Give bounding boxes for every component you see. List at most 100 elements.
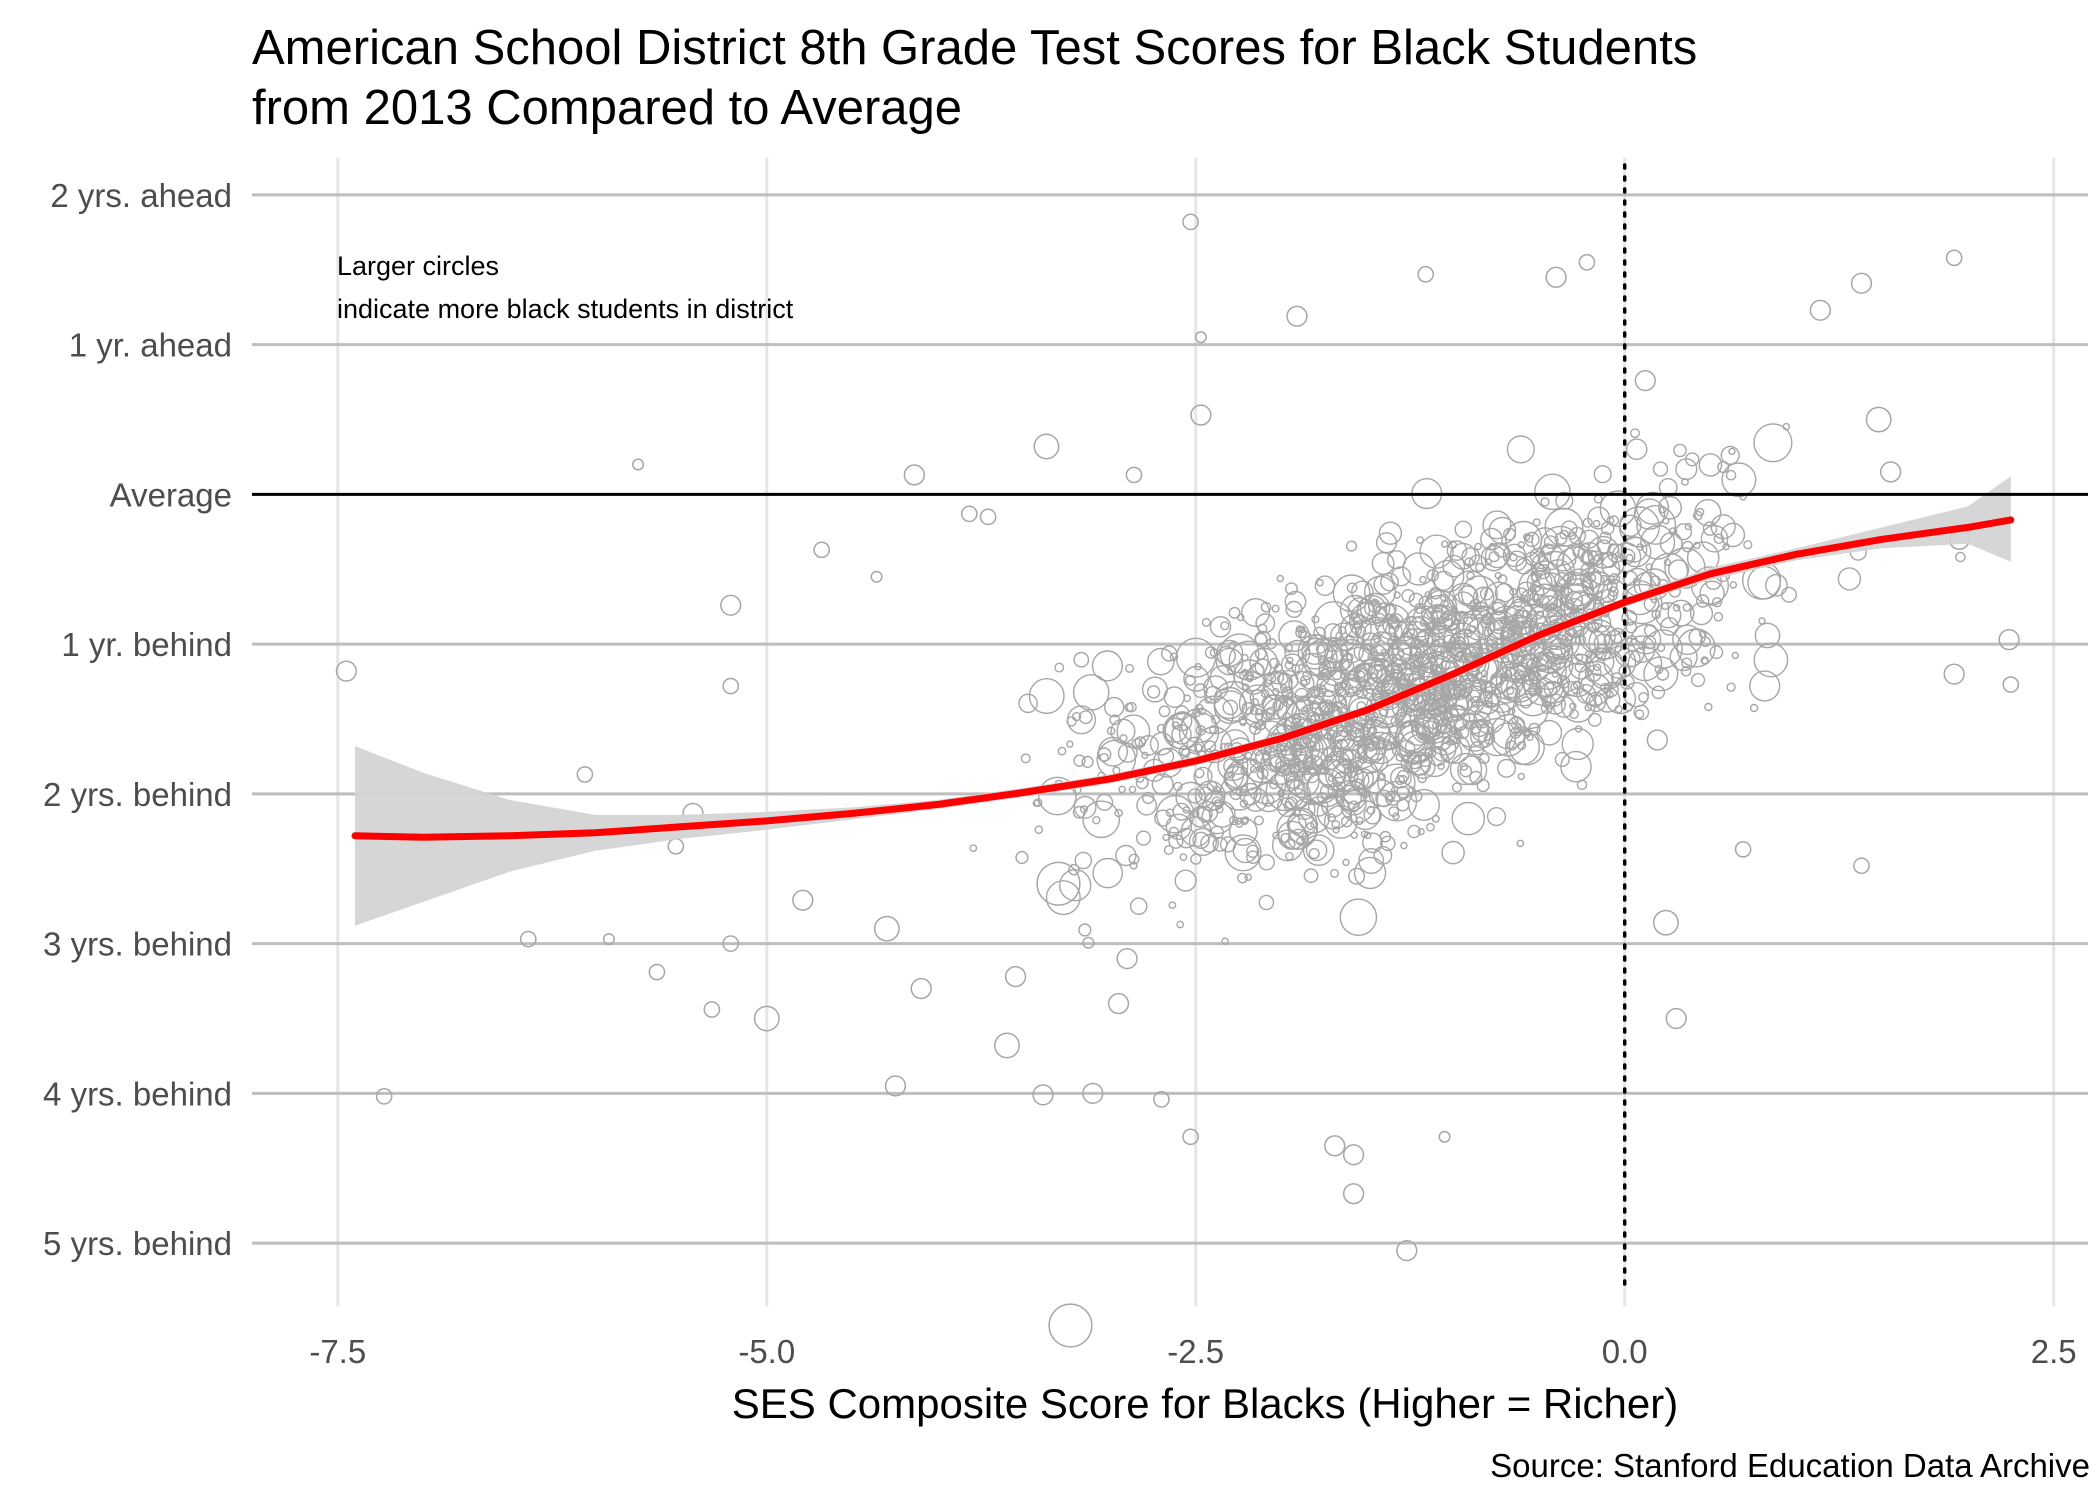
cloud-point — [1284, 699, 1326, 740]
cloud-point — [1106, 726, 1116, 736]
source-caption: Source: Stanford Education Data Archive — [1490, 1447, 2090, 1484]
cloud-point — [1367, 599, 1382, 613]
cloud-point — [1158, 705, 1171, 718]
data-point-18 — [903, 464, 925, 486]
cloud-point — [1179, 853, 1188, 861]
cloud-point — [1249, 706, 1259, 716]
cloud-point — [1353, 768, 1374, 790]
cloud-point — [1028, 678, 1065, 715]
cloud-point — [1556, 675, 1571, 689]
cloud-point — [1599, 531, 1612, 545]
cloud-point — [1380, 835, 1396, 852]
y-gridlines — [252, 193, 2088, 1245]
smooth-trend-line — [351, 516, 2015, 841]
cloud-point — [1486, 806, 1507, 827]
reference-lines — [252, 163, 2088, 1288]
chart-title-line-2: from 2013 Compared to Average — [252, 81, 963, 135]
cloud-point — [1527, 584, 1545, 602]
cloud-point — [1682, 603, 1692, 612]
cloud-point — [1186, 736, 1204, 755]
cloud-point — [1316, 578, 1324, 587]
cloud-point — [1293, 798, 1316, 820]
cloud-point — [1553, 584, 1562, 594]
cloud-point — [1374, 604, 1411, 641]
cloud-point — [1378, 521, 1403, 545]
cloud-point — [1261, 794, 1275, 807]
data-point-3 — [519, 930, 537, 948]
cloud-point — [1502, 543, 1527, 567]
cloud-point — [1219, 633, 1260, 674]
cloud-point — [1357, 657, 1395, 696]
cloud-point — [1497, 574, 1508, 585]
cloud-point — [1468, 721, 1482, 735]
cloud-point — [1416, 692, 1438, 713]
cloud-point — [1484, 690, 1494, 699]
cloud-point — [1228, 606, 1241, 619]
cloud-point — [1284, 582, 1298, 596]
cloud-point — [1162, 833, 1170, 842]
cloud-point — [1115, 844, 1137, 867]
cloud-point — [1477, 717, 1517, 757]
cloud-point — [1378, 708, 1388, 718]
cloud-point — [1457, 585, 1478, 605]
cloud-point — [1680, 666, 1692, 677]
cloud-point — [1572, 545, 1585, 559]
cloud-point — [1015, 850, 1029, 865]
cloud-point — [1709, 645, 1724, 660]
cloud-point — [1432, 639, 1440, 648]
cloud-point — [1315, 644, 1326, 654]
cloud-point — [1147, 647, 1175, 676]
cloud-point — [1335, 747, 1354, 766]
cloud-point — [1446, 738, 1454, 746]
cloud-point — [1380, 572, 1399, 592]
cloud-point — [1681, 540, 1694, 553]
cloud-point — [1034, 825, 1044, 835]
cloud-point — [1569, 709, 1579, 719]
cloud-point — [1249, 647, 1278, 677]
cloud-point — [1045, 880, 1081, 916]
cloud-point — [1229, 787, 1242, 801]
cloud-point — [1250, 698, 1260, 707]
data-point-59 — [1116, 947, 1138, 970]
cloud-point — [1316, 795, 1351, 830]
cloud-point — [1472, 586, 1495, 609]
cloud-point — [1476, 778, 1490, 793]
cloud-point — [1340, 669, 1351, 681]
cloud-point — [1249, 765, 1258, 774]
cloud-point — [1258, 894, 1275, 911]
confidence-ribbon — [355, 476, 2011, 926]
data-point-4 — [602, 933, 615, 946]
cloud-point — [1431, 814, 1440, 823]
cloud-point — [1534, 473, 1571, 511]
cloud-point — [1336, 795, 1345, 804]
cloud-point — [1451, 801, 1486, 836]
cloud-point — [1079, 805, 1088, 814]
cloud-point — [1753, 642, 1789, 678]
y-tick-label-6: 4 yrs. behind — [43, 1075, 232, 1112]
cloud-point — [1711, 597, 1723, 608]
cloud-point — [1388, 806, 1400, 817]
cloud-point — [1103, 696, 1125, 718]
cloud-point — [1279, 684, 1288, 692]
cloud-point — [1342, 780, 1367, 805]
cloud-point — [1479, 586, 1494, 601]
cloud-point — [1350, 800, 1381, 831]
cloud-point — [1329, 868, 1339, 878]
cloud-point — [1246, 850, 1260, 865]
cloud-point — [1729, 581, 1738, 589]
data-point-38 — [1438, 1130, 1451, 1143]
data-point-24 — [1082, 1082, 1104, 1105]
cloud-point — [1688, 628, 1706, 646]
cloud-point — [1394, 774, 1406, 786]
x-tick-label-4: 2.5 — [2031, 1333, 2077, 1370]
cloud-point — [1249, 758, 1258, 766]
cloud-point — [1517, 772, 1526, 781]
cloud-point — [1504, 605, 1529, 630]
cloud-point — [1534, 598, 1542, 607]
cloud-point — [1326, 639, 1339, 653]
cloud-point — [1437, 762, 1445, 770]
cloud-point — [1222, 699, 1239, 716]
cloud-point — [1466, 571, 1475, 581]
cloud-point — [1673, 443, 1687, 458]
cloud-point — [1636, 543, 1645, 551]
